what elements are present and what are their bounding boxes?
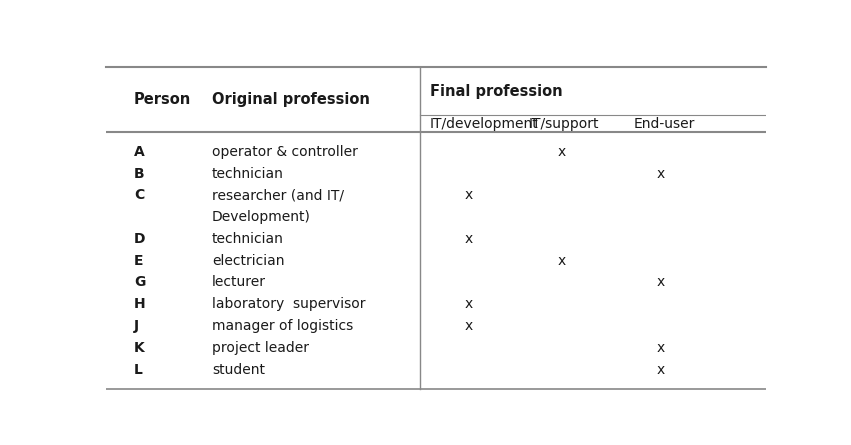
Text: technician: technician [212, 232, 283, 246]
Text: Final profession: Final profession [430, 84, 563, 99]
Text: IT/support: IT/support [528, 117, 599, 131]
Text: G: G [134, 275, 146, 290]
Text: lecturer: lecturer [212, 275, 266, 290]
Text: x: x [656, 363, 665, 376]
Text: x: x [465, 232, 473, 246]
Text: C: C [134, 188, 145, 202]
Text: Person: Person [134, 92, 191, 107]
Text: project leader: project leader [212, 341, 309, 355]
Text: x: x [656, 166, 665, 181]
Text: manager of logistics: manager of logistics [212, 319, 353, 333]
Text: B: B [134, 166, 145, 181]
Text: IT/development: IT/development [430, 117, 539, 131]
Text: E: E [134, 254, 144, 268]
Text: x: x [465, 188, 473, 202]
Text: x: x [656, 341, 665, 355]
Text: operator & controller: operator & controller [212, 145, 357, 159]
Text: H: H [134, 297, 146, 311]
Text: x: x [656, 275, 665, 290]
Text: x: x [557, 145, 566, 159]
Text: x: x [557, 254, 566, 268]
Text: A: A [134, 145, 145, 159]
Text: technician: technician [212, 166, 283, 181]
Text: researcher (and IT/: researcher (and IT/ [212, 188, 344, 202]
Text: laboratory  supervisor: laboratory supervisor [212, 297, 365, 311]
Text: x: x [465, 319, 473, 333]
Text: L: L [134, 363, 143, 376]
Text: Original profession: Original profession [212, 92, 370, 107]
Text: student: student [212, 363, 265, 376]
Text: Development): Development) [212, 210, 311, 224]
Text: electrician: electrician [212, 254, 284, 268]
Text: K: K [134, 341, 145, 355]
Text: End-user: End-user [634, 117, 695, 131]
Text: x: x [465, 297, 473, 311]
Text: D: D [134, 232, 146, 246]
Text: J: J [134, 319, 140, 333]
